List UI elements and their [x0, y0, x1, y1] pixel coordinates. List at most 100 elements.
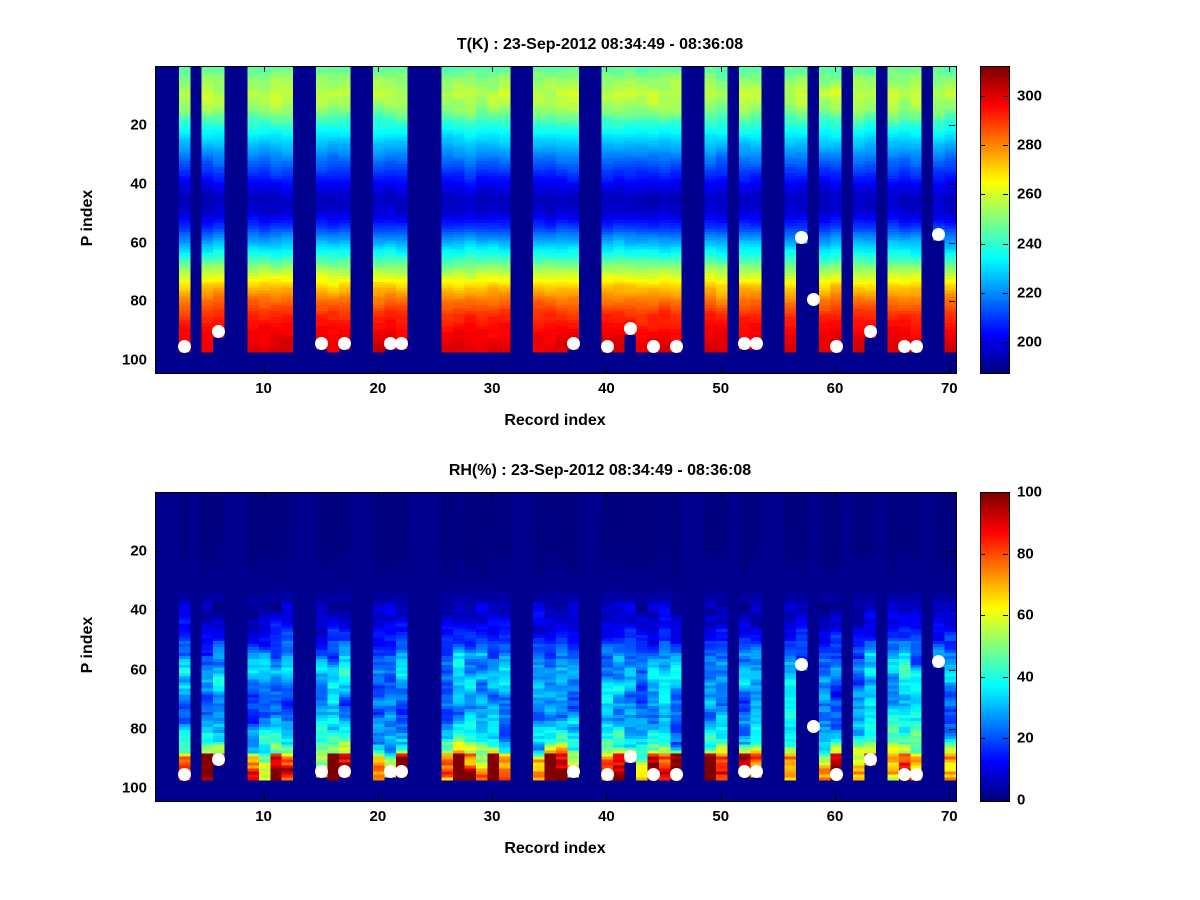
- x-tick-bottom: [720, 366, 722, 372]
- x-tick-label: 60: [826, 380, 844, 397]
- colorbar-tick-right: [1003, 738, 1008, 740]
- x-tick-top: [492, 492, 494, 498]
- y-tick-label: 80: [130, 720, 147, 738]
- x-tick-bottom: [835, 794, 836, 800]
- x-tick-label: 50: [712, 380, 730, 397]
- y-tick-left: [155, 183, 161, 185]
- colorbar-tick-left: [980, 738, 985, 740]
- colorbar-gradient-relative-humidity: [981, 493, 1009, 801]
- y-tick-right: [949, 610, 955, 612]
- y-tick-left: [155, 301, 161, 303]
- x-tick-top: [492, 66, 494, 72]
- colorbar-gradient-temperature: [981, 67, 1009, 373]
- y-tick-label: 100: [121, 779, 147, 797]
- colorbar-tick-right: [1003, 342, 1008, 344]
- colorbar-relative-humidity[interactable]: [980, 492, 1010, 802]
- y-tick-left: [155, 610, 161, 612]
- y-tick-left: [155, 551, 161, 553]
- y-tick-right: [949, 669, 955, 671]
- colorbar-tick-left: [980, 342, 985, 344]
- x-tick-label: 70: [940, 380, 958, 397]
- y-tick-right: [949, 551, 955, 553]
- x-tick-bottom: [263, 366, 265, 372]
- y-tick-label: 60: [130, 661, 147, 679]
- colorbar-tick-left: [980, 492, 985, 493]
- colorbar-tick-label: 40: [1017, 668, 1034, 686]
- x-tick-bottom: [720, 794, 722, 800]
- x-tick-bottom: [492, 366, 494, 372]
- x-tick-bottom: [492, 794, 494, 800]
- colorbar-tick-label: 240: [1017, 235, 1043, 253]
- x-tick-bottom: [377, 366, 379, 372]
- x-tick-bottom: [949, 366, 951, 372]
- x-tick-top: [835, 492, 836, 498]
- x-tick-label: 40: [598, 808, 615, 825]
- y-tick-left: [155, 788, 161, 790]
- y-tick-label: 20: [130, 116, 147, 134]
- colorbar-tick-left: [980, 676, 985, 678]
- heatmap-image-relative-humidity: [156, 493, 956, 801]
- plot-area-temperature[interactable]: [155, 66, 957, 374]
- y-tick-label: 80: [130, 292, 147, 310]
- y-tick-left: [155, 242, 161, 244]
- colorbar-tick-right: [1003, 800, 1008, 801]
- panel-title-relative-humidity: RH(%) : 23-Sep-2012 08:34:49 - 08:36:08: [448, 462, 752, 479]
- x-axis-label-temperature: Record index: [504, 412, 606, 429]
- x-tick-top: [606, 492, 608, 498]
- y-tick-right: [949, 124, 955, 126]
- y-tick-left: [155, 728, 161, 730]
- x-tick-top: [720, 66, 722, 72]
- colorbar-tick-right: [1003, 144, 1008, 146]
- x-axis-label-relative-humidity: Record index: [504, 840, 606, 857]
- y-tick-right: [949, 301, 955, 303]
- colorbar-tick-left: [980, 243, 985, 245]
- y-tick-label: 40: [130, 175, 147, 193]
- x-tick-top: [720, 492, 722, 498]
- y-tick-right: [949, 728, 955, 730]
- colorbar-tick-label: 20: [1017, 729, 1034, 747]
- plot-area-relative-humidity[interactable]: [155, 492, 957, 802]
- colorbar-tick-right: [1003, 95, 1008, 97]
- colorbar-tick-left: [980, 293, 985, 295]
- x-tick-bottom: [606, 366, 608, 372]
- x-tick-bottom: [263, 794, 265, 800]
- colorbar-tick-label: 80: [1017, 545, 1034, 563]
- y-tick-right: [949, 242, 955, 244]
- colorbar-tick-left: [980, 800, 985, 801]
- x-tick-label: 10: [255, 380, 272, 397]
- x-tick-bottom: [835, 366, 836, 372]
- x-tick-label: 60: [826, 808, 844, 825]
- x-tick-label: 40: [598, 380, 615, 397]
- colorbar-tick-right: [1003, 492, 1008, 493]
- y-axis-label-relative-humidity: P index: [79, 616, 96, 674]
- y-tick-right: [949, 183, 955, 185]
- x-tick-bottom: [949, 794, 951, 800]
- colorbar-tick-label: 0: [1017, 791, 1026, 809]
- x-tick-label: 20: [369, 808, 387, 825]
- x-tick-bottom: [377, 794, 379, 800]
- colorbar-tick-left: [980, 553, 985, 555]
- x-tick-top: [835, 66, 836, 72]
- y-tick-left: [155, 124, 161, 126]
- x-tick-top: [263, 66, 265, 72]
- y-tick-left: [155, 669, 161, 671]
- colorbar-tick-label: 300: [1017, 87, 1043, 105]
- y-tick-left: [155, 360, 161, 362]
- x-tick-top: [263, 492, 265, 498]
- colorbar-tick-left: [980, 194, 985, 196]
- y-tick-label: 40: [130, 601, 147, 619]
- colorbar-temperature[interactable]: [980, 66, 1010, 374]
- colorbar-tick-right: [1003, 553, 1008, 555]
- x-tick-label: 20: [369, 380, 387, 397]
- x-tick-label: 50: [712, 808, 730, 825]
- colorbar-tick-right: [1003, 194, 1008, 196]
- colorbar-tick-label: 200: [1017, 333, 1043, 351]
- colorbar-tick-label: 100: [1017, 483, 1043, 501]
- panel-title-temperature: T(K) : 23-Sep-2012 08:34:49 - 08:36:08: [456, 36, 744, 53]
- colorbar-tick-label: 280: [1017, 136, 1043, 154]
- colorbar-tick-right: [1003, 293, 1008, 295]
- colorbar-tick-left: [980, 615, 985, 617]
